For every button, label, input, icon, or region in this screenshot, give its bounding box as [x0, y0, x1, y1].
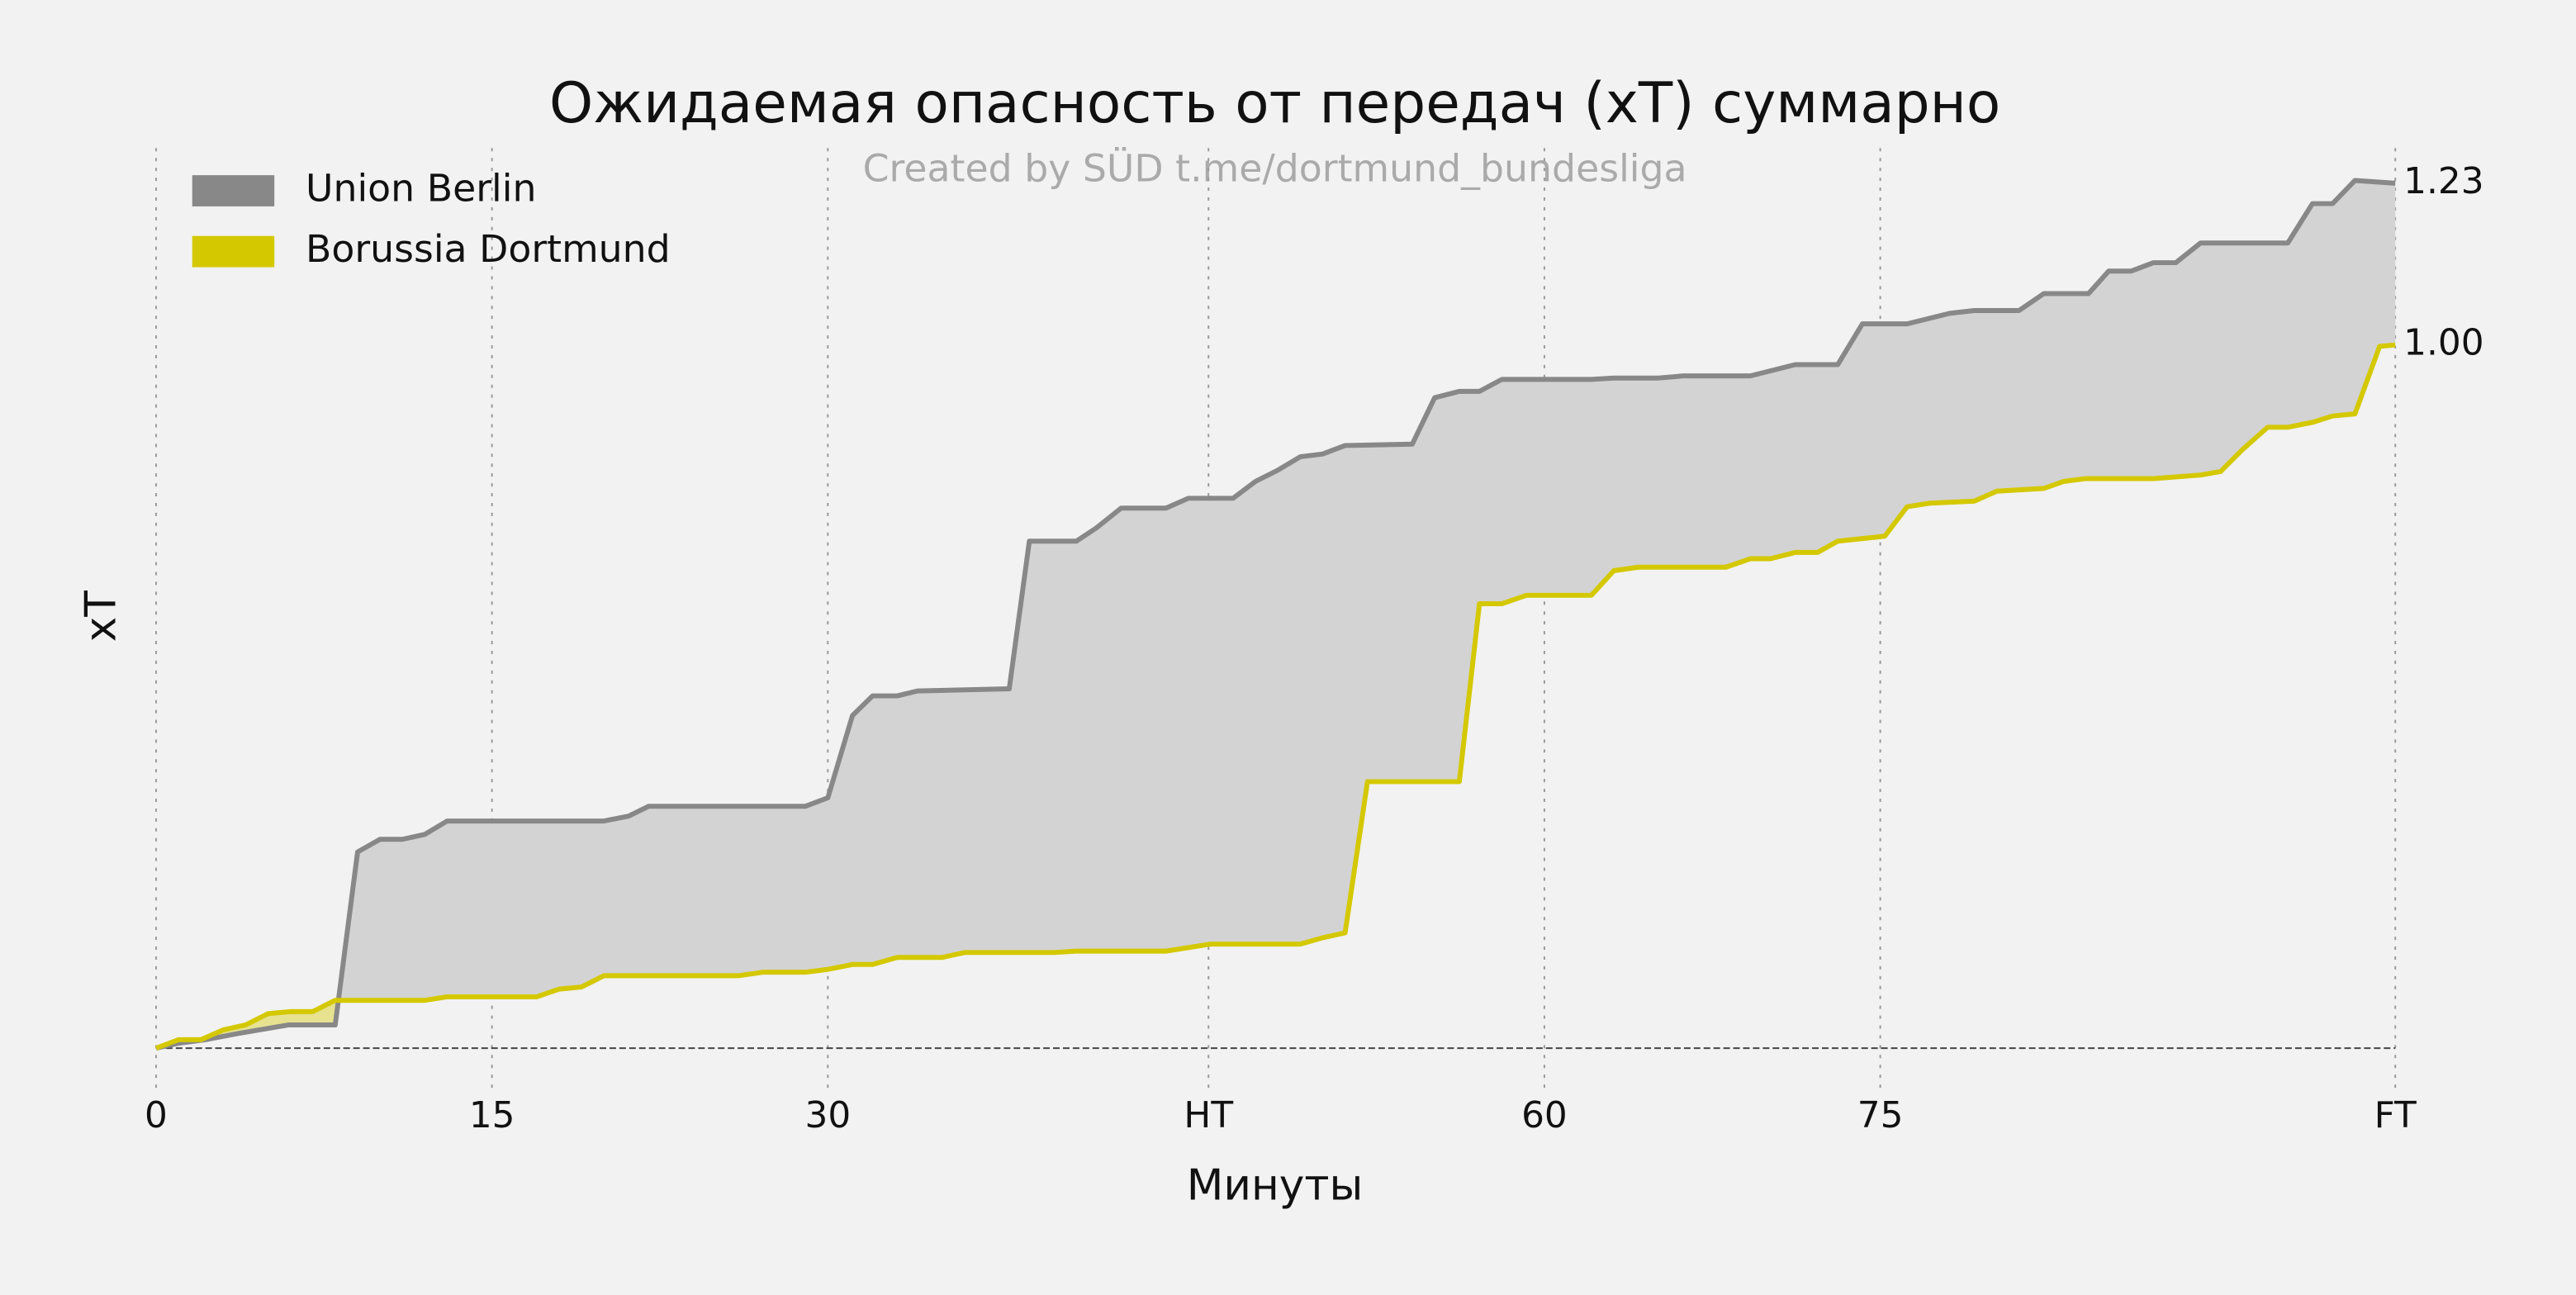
- chart-title: Ожидаемая опасность от передач (xT) сумм…: [549, 70, 2000, 135]
- watermark: Created by SÜD t.me/dortmund_bundesliga: [863, 146, 1687, 191]
- legend-label: Union Berlin: [306, 167, 536, 211]
- y-axis-label: xT: [76, 591, 126, 643]
- fill-between: [155, 180, 2396, 1049]
- legend-label: Borussia Dortmund: [306, 227, 671, 271]
- y-tick-label: 1.00: [2403, 322, 2483, 364]
- x-tick-label: 0: [145, 1094, 168, 1136]
- legend-swatch: [192, 175, 275, 206]
- x-tick-label: HT: [1184, 1094, 1233, 1136]
- series-line: [154, 342, 2396, 1051]
- x-tick-label: FT: [2374, 1094, 2417, 1136]
- x-tick-label: 30: [805, 1094, 852, 1136]
- x-axis-label: Минуты: [1187, 1160, 1364, 1210]
- x-tick-label: 75: [1857, 1094, 1904, 1136]
- x-tick-label: 15: [469, 1094, 515, 1136]
- x-tick-label: 60: [1521, 1094, 1568, 1136]
- series-line: [155, 178, 2396, 1051]
- legend-swatch: [192, 235, 275, 268]
- y-tick-label: 1.23: [2403, 160, 2483, 202]
